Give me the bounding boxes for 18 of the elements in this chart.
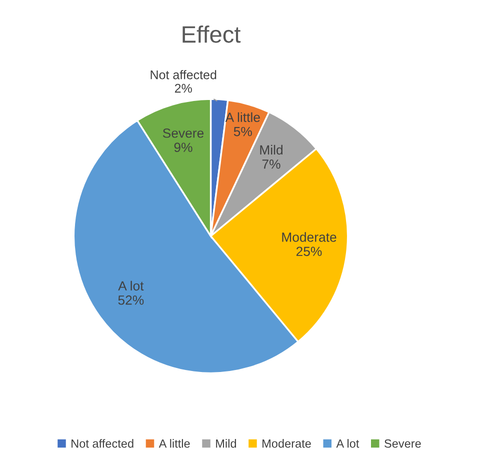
legend-label: Not affected <box>72 439 134 448</box>
legend-label: Mild <box>216 439 236 448</box>
slice-label: Moderate <box>282 232 336 242</box>
data-label: 9% <box>174 142 192 152</box>
legend-label: A lot <box>336 439 360 448</box>
chart-title: Effect <box>182 26 241 43</box>
data-label: 52% <box>118 295 144 305</box>
legend-label: Severe <box>384 439 421 448</box>
data-label: 5% <box>234 126 252 136</box>
slice-label: A lot <box>118 280 144 291</box>
legend-label: Moderate <box>262 439 311 448</box>
slice-label: Not affected <box>150 70 216 80</box>
slice-label: Mild <box>260 144 282 155</box>
data-label: 2% <box>174 84 192 93</box>
slice-label: Severe <box>162 128 204 138</box>
legend-label: A little <box>158 439 190 448</box>
data-label: 25% <box>296 246 322 256</box>
data-label: 7% <box>262 160 280 169</box>
